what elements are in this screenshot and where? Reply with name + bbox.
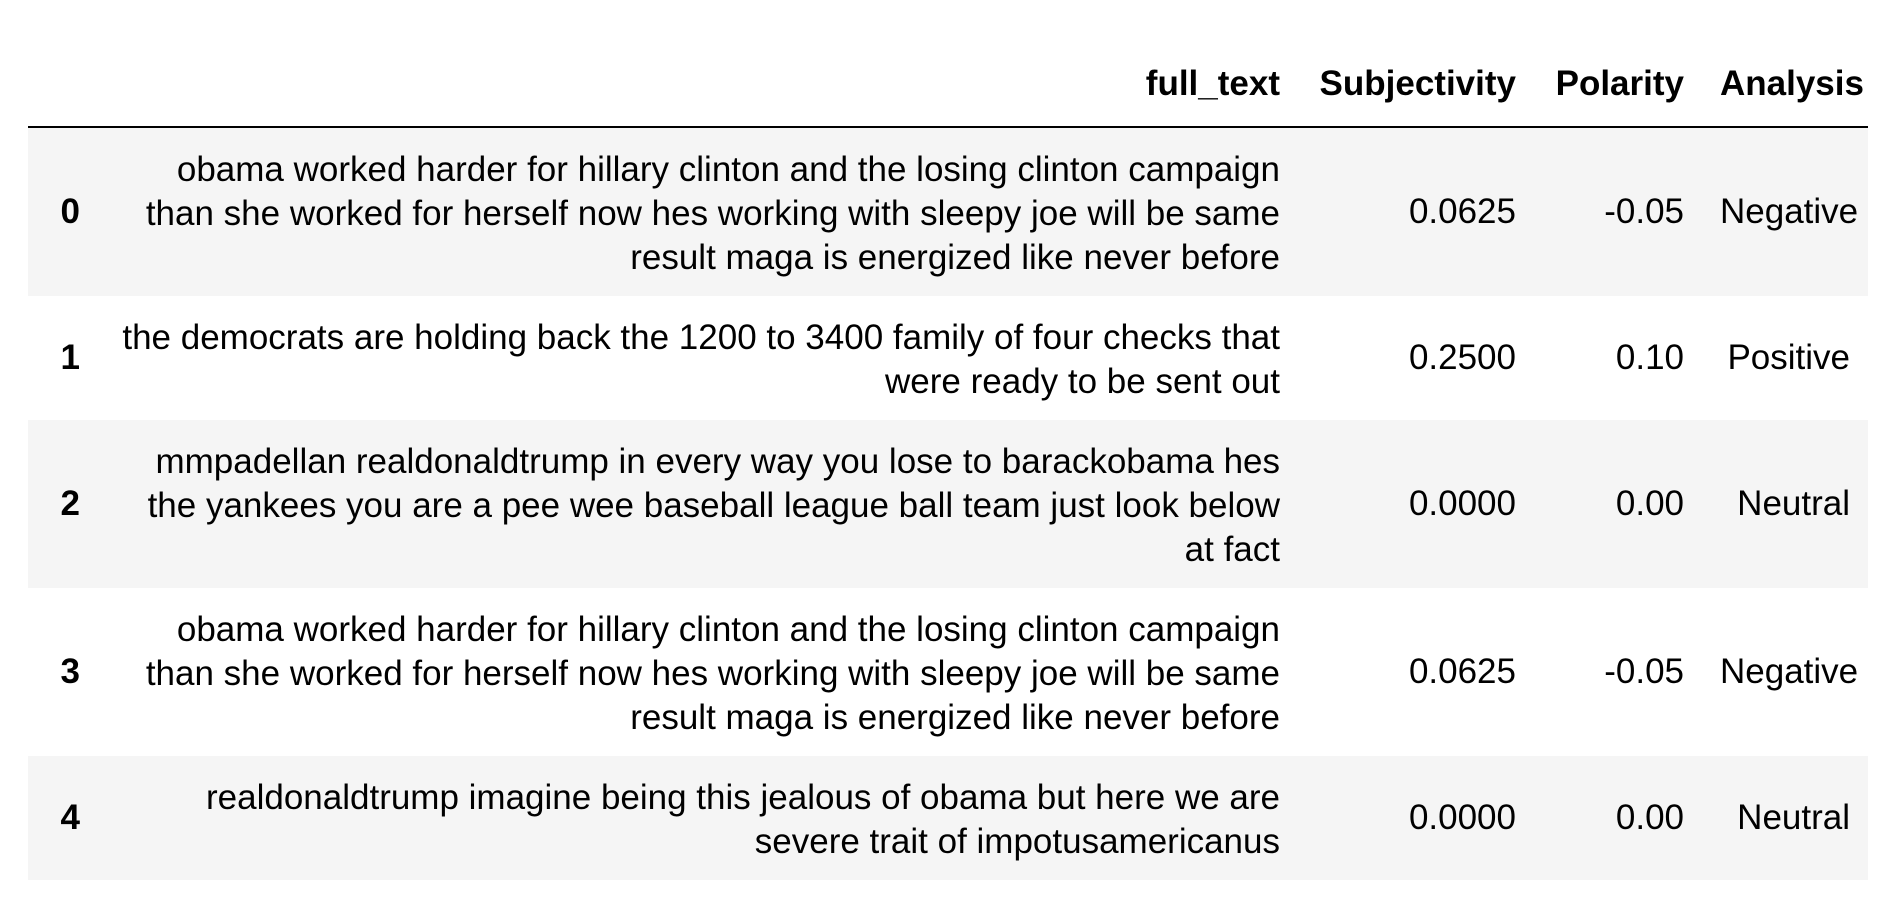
full-text-cell: the democrats are holding back the 1200 … xyxy=(122,318,1280,401)
polarity-cell: -0.05 xyxy=(1604,652,1684,691)
analysis-column-header: Analysis xyxy=(1702,30,1868,128)
index-column-header xyxy=(28,30,98,128)
subjectivity-column-header: Subjectivity xyxy=(1298,30,1534,128)
full-text-cell: obama worked harder for hillary clinton … xyxy=(145,610,1280,737)
full-text-cell: obama worked harder for hillary clinton … xyxy=(145,150,1280,277)
table-row: 1 the democrats are holding back the 120… xyxy=(28,296,1868,420)
polarity-cell: -0.05 xyxy=(1604,192,1684,231)
table-header: full_text Subjectivity Polarity Analysis xyxy=(28,30,1868,128)
row-index: 1 xyxy=(60,338,80,377)
subjectivity-cell: 0.0625 xyxy=(1408,652,1516,691)
row-index: 3 xyxy=(60,652,80,691)
analysis-cell: Neutral xyxy=(1737,484,1850,523)
polarity-column-header: Polarity xyxy=(1534,30,1702,128)
full-text-column-header: full_text xyxy=(98,30,1298,128)
subjectivity-cell: 0.2500 xyxy=(1408,338,1516,377)
subjectivity-cell: 0.0625 xyxy=(1408,192,1516,231)
row-index: 4 xyxy=(60,798,80,837)
analysis-cell: Neutral xyxy=(1737,798,1850,837)
analysis-cell: Negative xyxy=(1720,192,1859,231)
analysis-cell: Negative xyxy=(1720,652,1859,691)
table-row: 2 mmpadellan realdonaldtrump in every wa… xyxy=(28,420,1868,588)
table-body: 0 obama worked harder for hillary clinto… xyxy=(28,127,1868,880)
polarity-cell: 0.10 xyxy=(1615,338,1684,377)
polarity-cell: 0.00 xyxy=(1615,798,1684,837)
dataframe-output: full_text Subjectivity Polarity Analysis… xyxy=(28,30,1868,880)
dataframe-table: full_text Subjectivity Polarity Analysis… xyxy=(28,30,1868,880)
analysis-cell: Positive xyxy=(1727,338,1850,377)
subjectivity-cell: 0.0000 xyxy=(1408,484,1516,523)
table-row: 0 obama worked harder for hillary clinto… xyxy=(28,127,1868,296)
header-row: full_text Subjectivity Polarity Analysis xyxy=(28,30,1868,128)
polarity-cell: 0.00 xyxy=(1615,484,1684,523)
table-row: 3 obama worked harder for hillary clinto… xyxy=(28,588,1868,756)
table-row: 4 realdonaldtrump imagine being this jea… xyxy=(28,756,1868,880)
row-index: 2 xyxy=(60,484,80,523)
row-index: 0 xyxy=(60,192,80,231)
full-text-cell: realdonaldtrump imagine being this jealo… xyxy=(206,778,1280,861)
subjectivity-cell: 0.0000 xyxy=(1408,798,1516,837)
full-text-cell: mmpadellan realdonaldtrump in every way … xyxy=(147,442,1280,569)
